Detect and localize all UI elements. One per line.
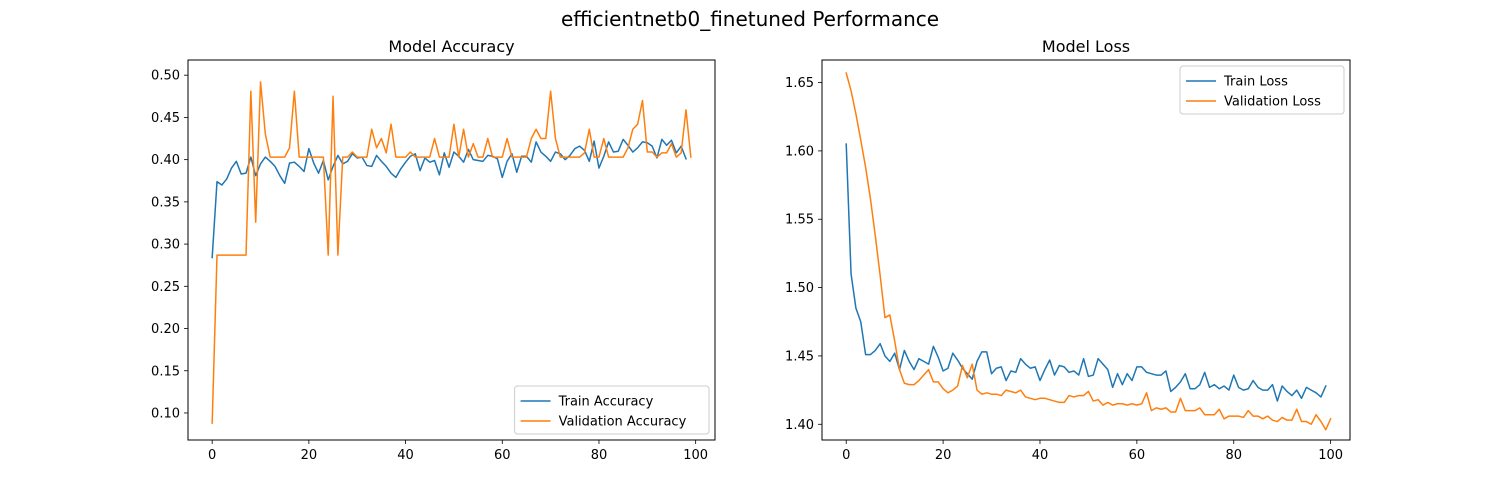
- y-tick-label: 0.40: [151, 153, 180, 168]
- accuracy-lines: [211, 81, 692, 424]
- loss-ticks: 0 20 40 60 80 100 1.40 1.45 1.50 1.55 1.60 1.65: [785, 76, 1343, 463]
- series-line-train-loss: [845, 143, 1327, 402]
- x-tick-label: 100: [1318, 448, 1343, 463]
- y-tick-label: 1.65: [785, 76, 814, 91]
- x-tick-label: 20: [935, 448, 952, 463]
- plot-area: [188, 60, 715, 440]
- loss-plot-title: Model Loss: [1042, 37, 1130, 56]
- x-tick-label: 80: [591, 448, 608, 463]
- legend-label: Train Loss: [1223, 75, 1288, 90]
- x-tick-label: 80: [1225, 448, 1242, 463]
- legend-label: Train Accuracy: [558, 395, 654, 410]
- legend-label: Validation Accuracy: [559, 415, 687, 430]
- y-tick-label: 0.45: [151, 111, 180, 126]
- plot-frame: [187, 59, 716, 441]
- x-tick-label: 0: [842, 448, 850, 463]
- plot-frame: [821, 59, 1351, 441]
- y-tick-label: 1.55: [785, 213, 814, 228]
- x-tick-label: 60: [494, 448, 511, 463]
- legend-label: Validation Loss: [1224, 95, 1321, 110]
- legend-box: [514, 385, 710, 435]
- y-tick-label: 1.45: [785, 349, 814, 364]
- y-tick-label: 0.30: [151, 238, 180, 253]
- loss-plot: Model Loss 0 20 40 60 80 100 1.40 1.45 1.50 1.55 1…: [785, 37, 1351, 463]
- y-tick-label: 0.50: [151, 69, 180, 84]
- x-tick-label: 20: [301, 448, 318, 463]
- x-tick-label: 40: [1032, 448, 1049, 463]
- y-tick-label: 0.15: [151, 364, 180, 379]
- x-tick-label: 100: [683, 448, 708, 463]
- y-tick-label: 1.40: [785, 418, 814, 433]
- accuracy-plot-title: Model Accuracy: [388, 37, 514, 56]
- loss-lines: [845, 72, 1332, 431]
- plot-area: [822, 60, 1350, 440]
- y-tick-label: 0.25: [151, 280, 180, 295]
- loss-legend: Train Loss Validation Loss: [1179, 65, 1345, 115]
- y-tick-label: 1.50: [785, 281, 814, 296]
- figure-title: efficientnetb0_finetuned Performance: [561, 7, 939, 31]
- accuracy-ticks: 0 20 40 60 80 100 0.10 0.15 0.20 0.25 0.30 0.35 0.40…: [151, 69, 708, 463]
- accuracy-plot: Model Accuracy 0 20 40 60 80 1000.100.150.200…: [151, 37, 716, 463]
- y-tick-label: 0.10: [151, 406, 180, 421]
- y-tick-label: 0.35: [151, 195, 180, 210]
- y-tick-label: 0.20: [151, 322, 180, 337]
- legend-box: [1179, 65, 1345, 115]
- x-tick-label: 0: [208, 448, 216, 463]
- series-line-validation-accuracy: [211, 81, 692, 424]
- series-line-train-accuracy: [211, 138, 687, 259]
- accuracy-legend: Train Accuracy Validation Accuracy: [514, 385, 710, 435]
- x-tick-label: 60: [1129, 448, 1146, 463]
- series-line-validation-loss: [845, 72, 1332, 431]
- y-tick-label: 1.60: [785, 144, 814, 159]
- x-tick-label: 40: [397, 448, 414, 463]
